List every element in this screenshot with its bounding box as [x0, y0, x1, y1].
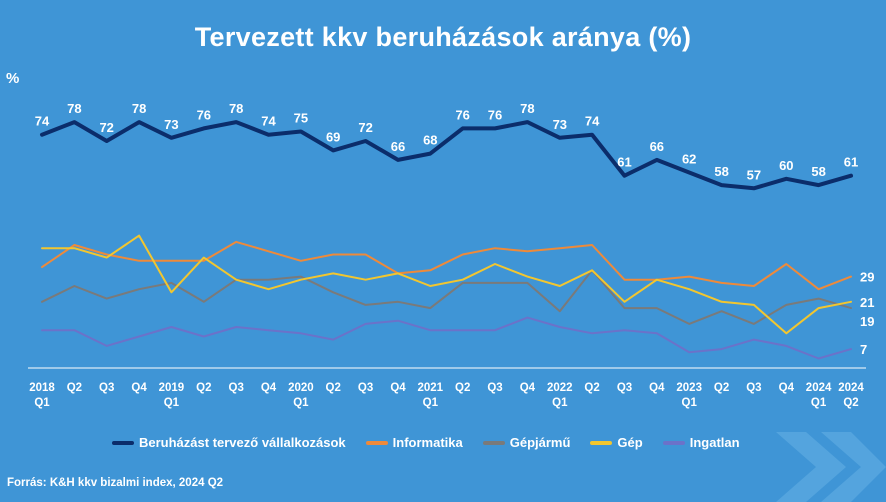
data-label: 66 — [650, 139, 664, 154]
series-line-ingatlan — [41, 316, 852, 360]
data-label: 75 — [294, 111, 308, 126]
data-label: 76 — [197, 107, 211, 122]
data-label: 61 — [844, 155, 858, 170]
data-label: 69 — [326, 129, 340, 144]
data-label: 76 — [455, 107, 469, 122]
legend-swatch — [590, 440, 613, 445]
data-label: 73 — [164, 117, 178, 132]
data-label: 78 — [520, 101, 534, 116]
chevron-shape — [821, 432, 886, 502]
data-label: 78 — [67, 101, 81, 116]
x-tick-label: 2024 Q1 — [806, 382, 832, 409]
data-label: 76 — [488, 107, 502, 122]
legend-item: Gép — [590, 435, 643, 450]
x-tick-label: 2022 Q1 — [547, 382, 573, 409]
legend-swatch — [365, 440, 388, 445]
data-label: 58 — [811, 164, 825, 179]
legend-item: Informatika — [365, 435, 463, 450]
data-label: 78 — [132, 101, 146, 116]
end-value-label: 19 — [860, 314, 874, 329]
data-label: 62 — [682, 152, 696, 167]
x-tick-label: Q4 — [390, 382, 406, 394]
x-tick-label: Q4 — [261, 382, 277, 394]
decorative-chevrons — [776, 432, 886, 502]
x-tick-label: 2019 Q1 — [159, 382, 185, 409]
legend-item: Beruházást tervező vállalkozások — [112, 435, 346, 450]
chevron-shape — [776, 432, 846, 502]
x-tick-label: 2018 Q1 — [29, 382, 55, 409]
source-note: Forrás: K&H kkv bizalmi index, 2024 Q2 — [7, 477, 224, 489]
x-tick-label: Q4 — [649, 382, 665, 394]
x-tick-label: Q4 — [779, 382, 795, 394]
series-line-informatika — [41, 240, 852, 291]
x-tick-label: Q3 — [617, 382, 632, 394]
legend-item: Ingatlan — [662, 435, 740, 450]
data-label: 72 — [358, 120, 372, 135]
x-tick-label: Q3 — [358, 382, 373, 394]
end-value-label: 29 — [860, 270, 874, 285]
data-label: 57 — [747, 167, 761, 182]
x-tick-label: Q3 — [746, 382, 761, 394]
x-tick-label: 2024 Q2 — [838, 382, 864, 409]
legend-label: Gép — [617, 435, 643, 450]
chart-legend: Beruházást tervező vállalkozások Informat… — [112, 435, 740, 450]
data-label: 68 — [423, 133, 437, 148]
data-label: 72 — [99, 120, 113, 135]
x-tick-label: Q4 — [520, 382, 536, 394]
end-value-label: 21 — [860, 295, 874, 310]
x-tick-label: 2020 Q1 — [288, 382, 314, 409]
x-tick-label: Q2 — [584, 382, 599, 394]
legend-swatch — [112, 440, 134, 445]
legend-swatch — [662, 440, 685, 445]
legend-item: Gépjármű — [482, 435, 571, 450]
x-tick-label: 2021 Q1 — [418, 382, 444, 409]
legend-label: Gépjármű — [509, 435, 571, 450]
data-label: 61 — [617, 155, 631, 170]
series-line-beruházást-tervező-vállalkozások — [40, 120, 853, 191]
data-label: 60 — [779, 158, 793, 173]
legend-label: Ingatlan — [689, 435, 740, 450]
x-tick-label: Q3 — [99, 382, 114, 394]
legend-swatch — [482, 440, 505, 445]
data-label: 58 — [714, 164, 728, 179]
data-label: 74 — [261, 114, 276, 129]
x-tick-label: Q2 — [455, 382, 470, 394]
data-label: 74 — [35, 114, 50, 129]
x-tick-label: 2023 Q1 — [676, 382, 702, 409]
x-tick-label: Q4 — [131, 382, 147, 394]
chart-title: Tervezett kkv beruházások aránya (%) — [194, 22, 692, 52]
legend-label: Informatika — [392, 435, 463, 450]
data-label: 74 — [585, 114, 600, 129]
x-tick-label: Q2 — [714, 382, 729, 394]
x-tick-label: Q3 — [487, 382, 502, 394]
end-value-label: 7 — [860, 342, 867, 357]
series-line-gép — [41, 234, 852, 335]
y-axis-unit-label: % — [6, 70, 20, 87]
legend-label: Beruházást tervező vállalkozások — [139, 435, 346, 450]
x-tick-label: Q2 — [326, 382, 341, 394]
x-tick-label: Q2 — [196, 382, 211, 394]
x-tick-label: Q3 — [229, 382, 244, 394]
x-tick-label: Q2 — [67, 382, 82, 394]
data-label: 73 — [553, 117, 567, 132]
data-label: 78 — [229, 101, 243, 116]
data-label: 66 — [391, 139, 405, 154]
